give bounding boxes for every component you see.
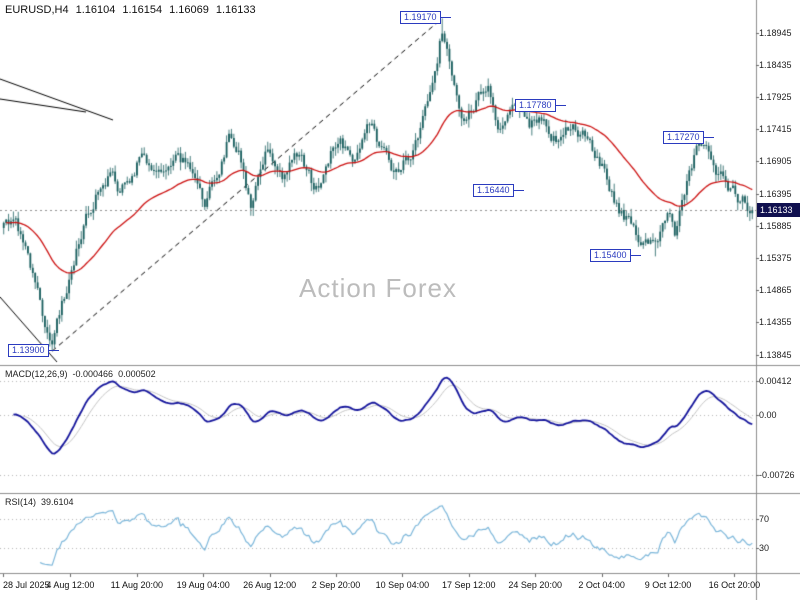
ohlc-close: 1.16133 — [215, 4, 256, 16]
date-label: 2 Sep 20:00 — [311, 580, 361, 590]
price-level-tail — [703, 137, 714, 139]
current-price-tag: 1.16133 — [757, 203, 800, 218]
date-label: 2 Oct 04:00 — [578, 580, 625, 590]
price-tick-label: 1.18945 — [759, 27, 792, 38]
date-label: 11 Aug 20:00 — [110, 580, 163, 590]
date-label: 9 Oct 12:00 — [644, 580, 692, 590]
price-tick-label: 1.15375 — [759, 252, 792, 263]
date-label: 17 Sep 12:00 — [442, 580, 496, 590]
price-level-label[interactable]: 1.19170 — [400, 11, 451, 25]
price-tick-label: 1.14865 — [759, 285, 792, 296]
watermark: Action Forex — [299, 273, 457, 303]
macd-label: MACD(12,26,9) -0.000466 0.000502 — [5, 369, 161, 379]
macd-tick-label: 0.00412 — [759, 376, 792, 387]
date-label: 24 Sep 20:00 — [508, 580, 562, 590]
price-level-tail — [513, 189, 524, 191]
price-level-label[interactable]: 1.15400 — [590, 249, 641, 263]
date-label: 19 Aug 04:00 — [176, 580, 230, 590]
macd-tick-label: -0.00726 — [759, 469, 795, 480]
price-level-tail — [630, 255, 641, 257]
macd-value-signal: 0.000502 — [118, 369, 156, 379]
date-label: 4 Aug 12:00 — [46, 580, 95, 590]
price-level-tail — [555, 105, 566, 107]
ohlc-open: 1.16104 — [75, 4, 116, 16]
price-tick-label: 1.16905 — [759, 156, 792, 167]
price-level-tail — [48, 350, 59, 352]
chart-header: EURUSD,H4 1.16104 1.16154 1.16069 1.16133 — [5, 4, 263, 16]
price-level-label[interactable]: 1.13900 — [8, 344, 59, 358]
rsi-value: 39.6104 — [41, 497, 74, 507]
macd-value-main: -0.000466 — [72, 369, 114, 379]
ohlc-high: 1.16154 — [122, 4, 163, 16]
price-tick-label: 1.18435 — [759, 59, 792, 70]
price-tick-label: 1.15885 — [759, 220, 792, 231]
price-tick-label: 1.17415 — [759, 124, 792, 135]
price-level-label[interactable]: 1.17270 — [663, 131, 714, 145]
date-label: 28 Jul 2025 — [3, 580, 50, 590]
price-tick-label: 1.17925 — [759, 91, 792, 102]
rsi-tick-label: 70 — [759, 514, 770, 525]
macd-tick-label: 0.00 — [759, 410, 777, 421]
rsi-label: RSI(14) 39.6104 — [5, 497, 79, 507]
price-level-label[interactable]: 1.17780 — [515, 99, 566, 113]
symbol-timeframe: EURUSD,H4 — [5, 4, 69, 16]
date-label: 10 Sep 04:00 — [375, 580, 430, 590]
rsi-tick-label: 30 — [759, 542, 770, 553]
date-label: 26 Aug 12:00 — [243, 580, 297, 590]
rsi-name: RSI(14) — [5, 497, 37, 507]
price-tick-label: 1.13845 — [759, 349, 792, 360]
price-tick-label: 1.16395 — [759, 188, 792, 199]
price-tick-label: 1.14355 — [759, 317, 792, 328]
date-label: 16 Oct 20:00 — [708, 580, 761, 590]
macd-name: MACD(12,26,9) — [5, 369, 68, 379]
price-level-tail — [440, 17, 451, 19]
ohlc-low: 1.16069 — [169, 4, 209, 16]
price-level-label[interactable]: 1.16440 — [473, 183, 524, 197]
